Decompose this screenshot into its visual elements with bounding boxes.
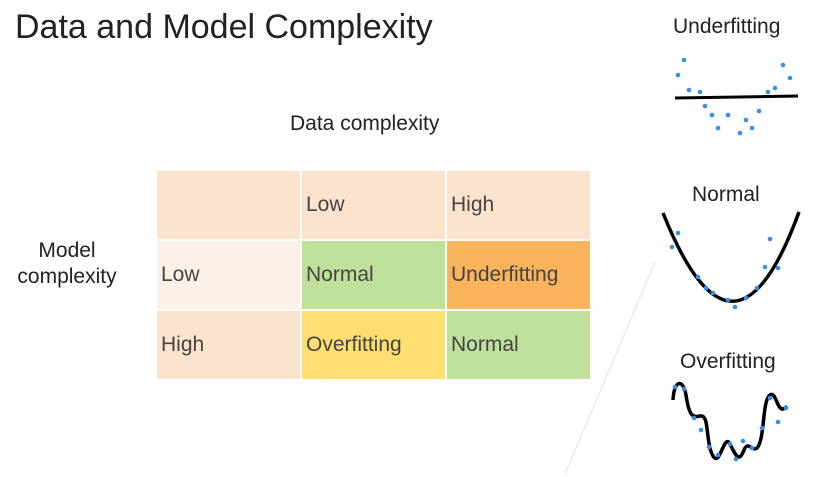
- header-high-data: High: [447, 171, 590, 239]
- underfitting-fit-line: [674, 94, 799, 100]
- data-point: [698, 427, 704, 433]
- data-point: [767, 395, 773, 401]
- data-point: [669, 244, 675, 250]
- data-point: [749, 445, 755, 451]
- data-point: [709, 112, 715, 118]
- row-label-high-model: High: [157, 311, 300, 379]
- data-point: [695, 274, 701, 280]
- data-point: [697, 89, 703, 95]
- normal-fit-curve: [661, 211, 801, 303]
- normal-plot: [661, 211, 801, 310]
- normal-plot-label: Normal: [692, 183, 760, 206]
- data-point: [767, 236, 773, 242]
- data-point: [743, 295, 749, 301]
- data-point: [681, 57, 687, 63]
- data-point: [706, 444, 712, 450]
- data-point: [672, 384, 678, 390]
- data-point: [783, 405, 789, 411]
- cell-low-model-high-data: Underfitting: [447, 241, 590, 309]
- cell-high-model-low-data: Overfitting: [302, 311, 445, 379]
- data-point: [727, 441, 733, 447]
- data-point: [725, 112, 731, 118]
- data-point: [775, 419, 781, 425]
- data-complexity-label: Data complexity: [290, 112, 440, 135]
- cell-low-model-low-data: Normal: [302, 241, 445, 309]
- slide-title: Data and Model Complexity: [15, 8, 433, 46]
- data-point: [787, 75, 793, 81]
- data-point: [675, 72, 681, 78]
- data-point: [703, 285, 709, 291]
- data-point: [715, 452, 721, 458]
- data-point: [733, 456, 739, 462]
- data-point: [740, 438, 746, 444]
- data-point: [732, 304, 738, 310]
- complexity-matrix: Low High Low Normal Underfitting High Ov…: [157, 171, 590, 379]
- row-label-low-model: Low: [157, 241, 300, 309]
- data-point: [749, 125, 755, 131]
- divider-line: [564, 261, 656, 475]
- cell-high-model-high-data: Normal: [447, 311, 590, 379]
- data-point: [756, 108, 762, 114]
- normal-points: [669, 230, 781, 310]
- data-point: [725, 297, 731, 303]
- data-point: [737, 130, 743, 136]
- data-point: [775, 265, 781, 271]
- model-complexity-label: Model complexity: [17, 239, 117, 288]
- overfitting-fit-curve: [671, 381, 789, 461]
- underfitting-points: [675, 57, 793, 136]
- data-point: [715, 125, 721, 131]
- data-point: [765, 89, 771, 95]
- data-point: [772, 85, 778, 91]
- data-point: [702, 103, 708, 109]
- overfitting-points: [672, 384, 789, 462]
- data-point: [780, 62, 786, 68]
- underfitting-plot-label: Underfitting: [673, 15, 781, 38]
- data-point: [743, 117, 749, 123]
- underfitting-plot: [674, 57, 799, 136]
- data-point: [754, 285, 760, 291]
- data-point: [681, 386, 687, 392]
- data-point: [691, 415, 697, 421]
- data-point: [675, 230, 681, 236]
- header-low-data: Low: [302, 171, 445, 239]
- overfitting-plot: [671, 381, 789, 462]
- data-point: [710, 290, 716, 296]
- data-point: [686, 87, 692, 93]
- overfitting-plot-label: Overfitting: [680, 350, 776, 373]
- data-point: [762, 264, 768, 270]
- matrix-corner-cell: [157, 171, 300, 239]
- data-point: [759, 425, 765, 431]
